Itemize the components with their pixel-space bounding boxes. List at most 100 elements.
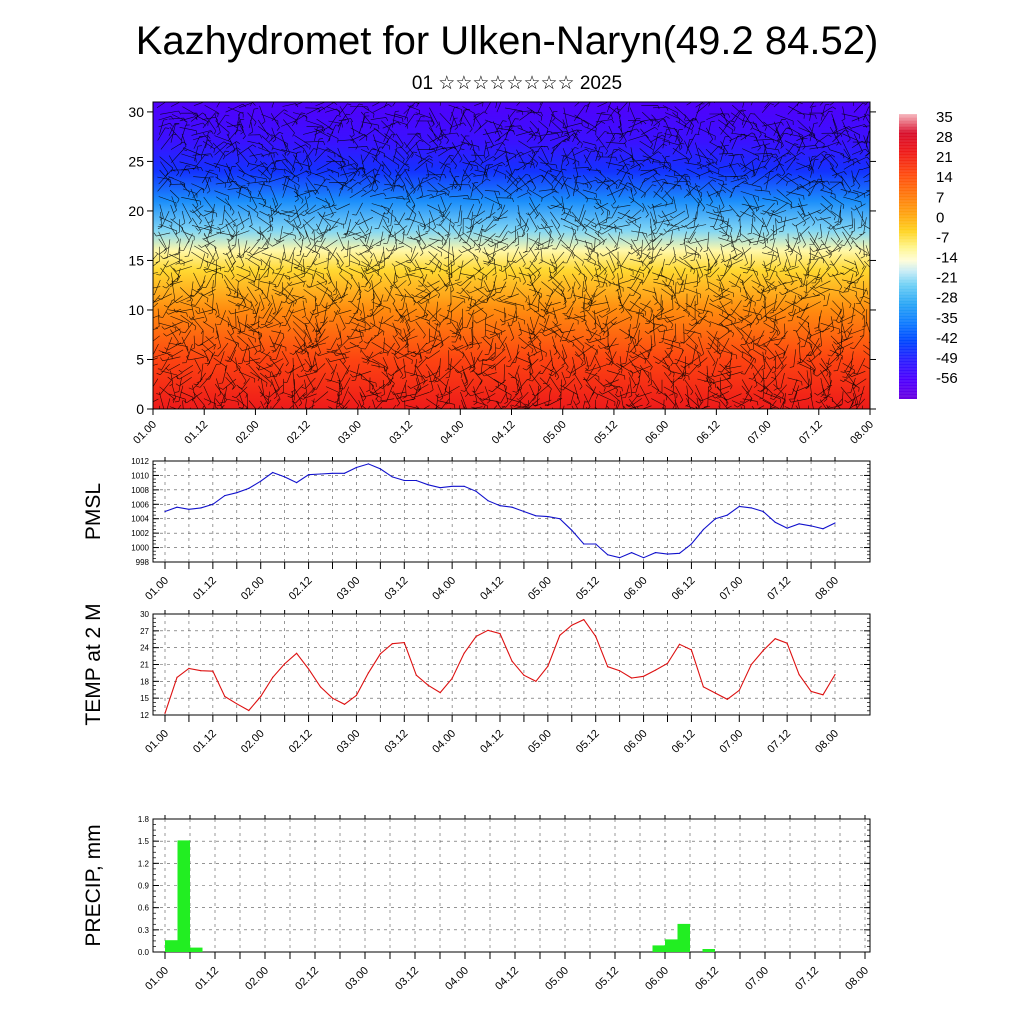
data-point bbox=[379, 653, 381, 655]
colorbar-label: -49 bbox=[936, 350, 958, 367]
wind-barbs bbox=[153, 102, 870, 409]
x-tick-label: 03.00 bbox=[335, 575, 363, 603]
y-tick-label: 0 bbox=[136, 401, 144, 417]
data-point bbox=[296, 482, 298, 484]
data-point bbox=[475, 490, 477, 492]
precip-bar bbox=[665, 939, 678, 952]
x-tick-label: 01.12 bbox=[182, 419, 210, 447]
y-tick-label: 30 bbox=[140, 610, 149, 619]
x-tick-label: 01.00 bbox=[131, 419, 159, 447]
data-point bbox=[810, 525, 812, 527]
x-tick-label: 05.00 bbox=[526, 575, 554, 603]
x-tick-label: 08.00 bbox=[843, 965, 871, 993]
x-tick-label: 03.12 bbox=[382, 575, 410, 603]
chart-subtitle: 01 ☆☆☆☆☆☆☆☆ 2025 bbox=[411, 73, 623, 94]
data-point bbox=[762, 649, 764, 652]
data-point bbox=[427, 684, 429, 686]
x-tick-label: 08.00 bbox=[848, 419, 876, 447]
x-tick-label: 03.00 bbox=[335, 728, 363, 756]
data-point bbox=[212, 503, 214, 505]
x-tick-label: 06.00 bbox=[643, 965, 671, 993]
x-tick-label: 05.12 bbox=[574, 575, 602, 603]
data-point bbox=[487, 500, 489, 502]
x-tick-label: 03.12 bbox=[393, 965, 421, 993]
x-tick-label: 06.00 bbox=[622, 728, 650, 756]
data-point bbox=[822, 694, 824, 696]
precip-bar bbox=[177, 840, 190, 952]
data-point bbox=[499, 505, 501, 507]
y-tick-label: 1006 bbox=[131, 500, 149, 509]
data-point bbox=[284, 663, 286, 665]
colorbar-label: -14 bbox=[936, 250, 958, 267]
data-point bbox=[834, 674, 836, 676]
x-tick-label: 02.12 bbox=[287, 728, 315, 756]
data-point bbox=[571, 529, 573, 531]
x-tick-label: 08.00 bbox=[813, 728, 841, 756]
data-point bbox=[559, 634, 561, 636]
data-point bbox=[690, 543, 693, 545]
data-point bbox=[774, 638, 776, 640]
colorbar-label: 28 bbox=[936, 129, 953, 146]
data-point bbox=[511, 660, 513, 662]
y-tick-label: 24 bbox=[140, 644, 149, 653]
x-tick-label: 04.00 bbox=[430, 575, 458, 603]
data-point bbox=[439, 487, 441, 489]
x-tick-label: 03.00 bbox=[336, 419, 364, 447]
data-point bbox=[284, 476, 286, 478]
y-tick-label: 1.8 bbox=[138, 815, 150, 824]
data-point bbox=[595, 543, 597, 545]
data-point bbox=[702, 686, 705, 688]
y-tick-label: 0.3 bbox=[138, 926, 150, 935]
x-tick-label: 07.00 bbox=[717, 575, 745, 603]
data-point bbox=[666, 662, 669, 665]
x-tick-label: 06.12 bbox=[670, 575, 698, 603]
x-tick-label: 01.12 bbox=[191, 575, 219, 603]
data-point bbox=[547, 516, 549, 518]
y-tick-label: 1008 bbox=[131, 486, 149, 495]
data-point bbox=[391, 643, 393, 645]
data-point bbox=[451, 677, 453, 680]
x-tick-label: 02.12 bbox=[287, 575, 315, 603]
x-tick-label: 01.00 bbox=[143, 965, 171, 993]
y-tick-label: 0.0 bbox=[138, 948, 150, 957]
x-tick-label: 07.00 bbox=[746, 419, 774, 447]
y-tick-label: 20 bbox=[128, 203, 144, 219]
colorbar-label: 7 bbox=[936, 189, 944, 206]
x-tick-label: 06.12 bbox=[670, 728, 698, 756]
cross-section-panel: 0 5 10 15 20 25 30 01.00 01.12 02.00 02.12 03.00 03.… bbox=[128, 101, 876, 447]
data-point bbox=[810, 690, 812, 693]
x-tick-label: 07.12 bbox=[765, 575, 793, 603]
data-point bbox=[690, 649, 693, 651]
data-point bbox=[188, 508, 190, 510]
data-point bbox=[331, 472, 334, 474]
data-point bbox=[319, 473, 322, 475]
data-point bbox=[762, 510, 764, 513]
y-axis-title: TEMP at 2 M bbox=[82, 603, 105, 725]
data-point bbox=[463, 652, 465, 654]
data-point bbox=[451, 485, 453, 487]
colorbar-label: 21 bbox=[936, 149, 953, 166]
data-point bbox=[654, 669, 657, 671]
data-point bbox=[571, 624, 573, 626]
precip-bar bbox=[190, 947, 203, 952]
data-point bbox=[619, 557, 621, 559]
data-point bbox=[188, 667, 190, 670]
x-tick-label: 05.12 bbox=[574, 728, 602, 756]
y-tick-label: 1.5 bbox=[138, 837, 150, 846]
data-point bbox=[607, 554, 609, 556]
data-point bbox=[547, 665, 549, 667]
x-tick-label: 02.00 bbox=[234, 419, 262, 447]
data-point bbox=[272, 471, 274, 474]
x-tick-label: 03.12 bbox=[387, 419, 415, 447]
data-point bbox=[523, 674, 525, 676]
data-point bbox=[726, 514, 728, 516]
data-point bbox=[678, 643, 681, 645]
data-point bbox=[379, 468, 381, 470]
data-point bbox=[260, 480, 262, 482]
y-tick-label: 1012 bbox=[131, 457, 149, 466]
y-tick-label: 1000 bbox=[131, 544, 149, 553]
data-point bbox=[415, 674, 417, 676]
x-tick-label: 02.00 bbox=[243, 965, 271, 993]
data-point bbox=[643, 675, 645, 677]
data-point bbox=[535, 515, 537, 517]
